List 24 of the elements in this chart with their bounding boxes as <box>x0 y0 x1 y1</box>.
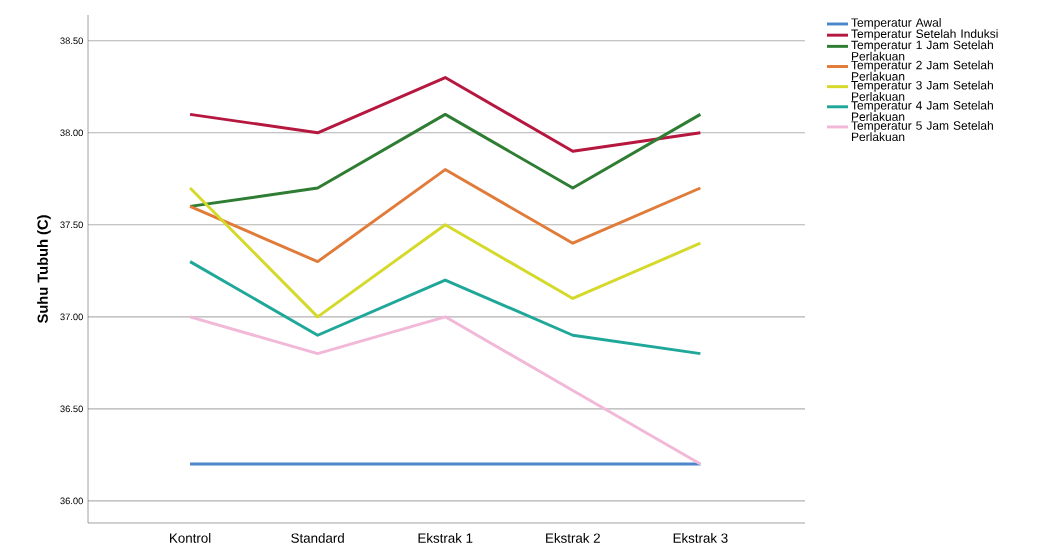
legend-label: Temperatur 2 Jam Setelah Perlakuan <box>851 60 993 81</box>
legend-label: Temperatur Awal <box>851 17 941 30</box>
x-tick-label: Standard <box>291 533 344 543</box>
legend-label: Temperatur 3 Jam Setelah Perlakuan <box>851 80 993 101</box>
legend-label: Temperatur 4 Jam Setelah Perlakuan <box>851 100 993 121</box>
line-series <box>188 186 702 319</box>
y-tick-label: 37.50 <box>60 221 83 229</box>
legend-label: Temperatur Setelah Induksi <box>851 29 998 41</box>
y-axis-title: Suhu Tubuh (C) <box>37 215 51 324</box>
x-tick-label: Ekstrak 3 <box>673 533 728 543</box>
x-tick-label: Ekstrak 2 <box>546 533 600 543</box>
line-series <box>188 168 702 264</box>
x-tick-label: Ekstrak 1 <box>418 533 473 543</box>
line-series <box>188 315 702 466</box>
y-tick-label: 36.00 <box>60 497 83 505</box>
y-tick-label: 38.00 <box>60 129 83 137</box>
y-tick-label: 36.50 <box>60 405 83 413</box>
x-tick-label: Kontrol <box>170 533 211 543</box>
legend-label: Temperatur 5 Jam Setelah Perlakuan <box>851 120 993 142</box>
y-tick-label: 37.00 <box>60 313 83 321</box>
line-series <box>188 260 702 356</box>
y-tick-label: 38.50 <box>60 37 83 45</box>
line-series <box>188 76 702 153</box>
legend-label: Temperatur 1 Jam Setelah Perlakuan <box>851 40 993 61</box>
